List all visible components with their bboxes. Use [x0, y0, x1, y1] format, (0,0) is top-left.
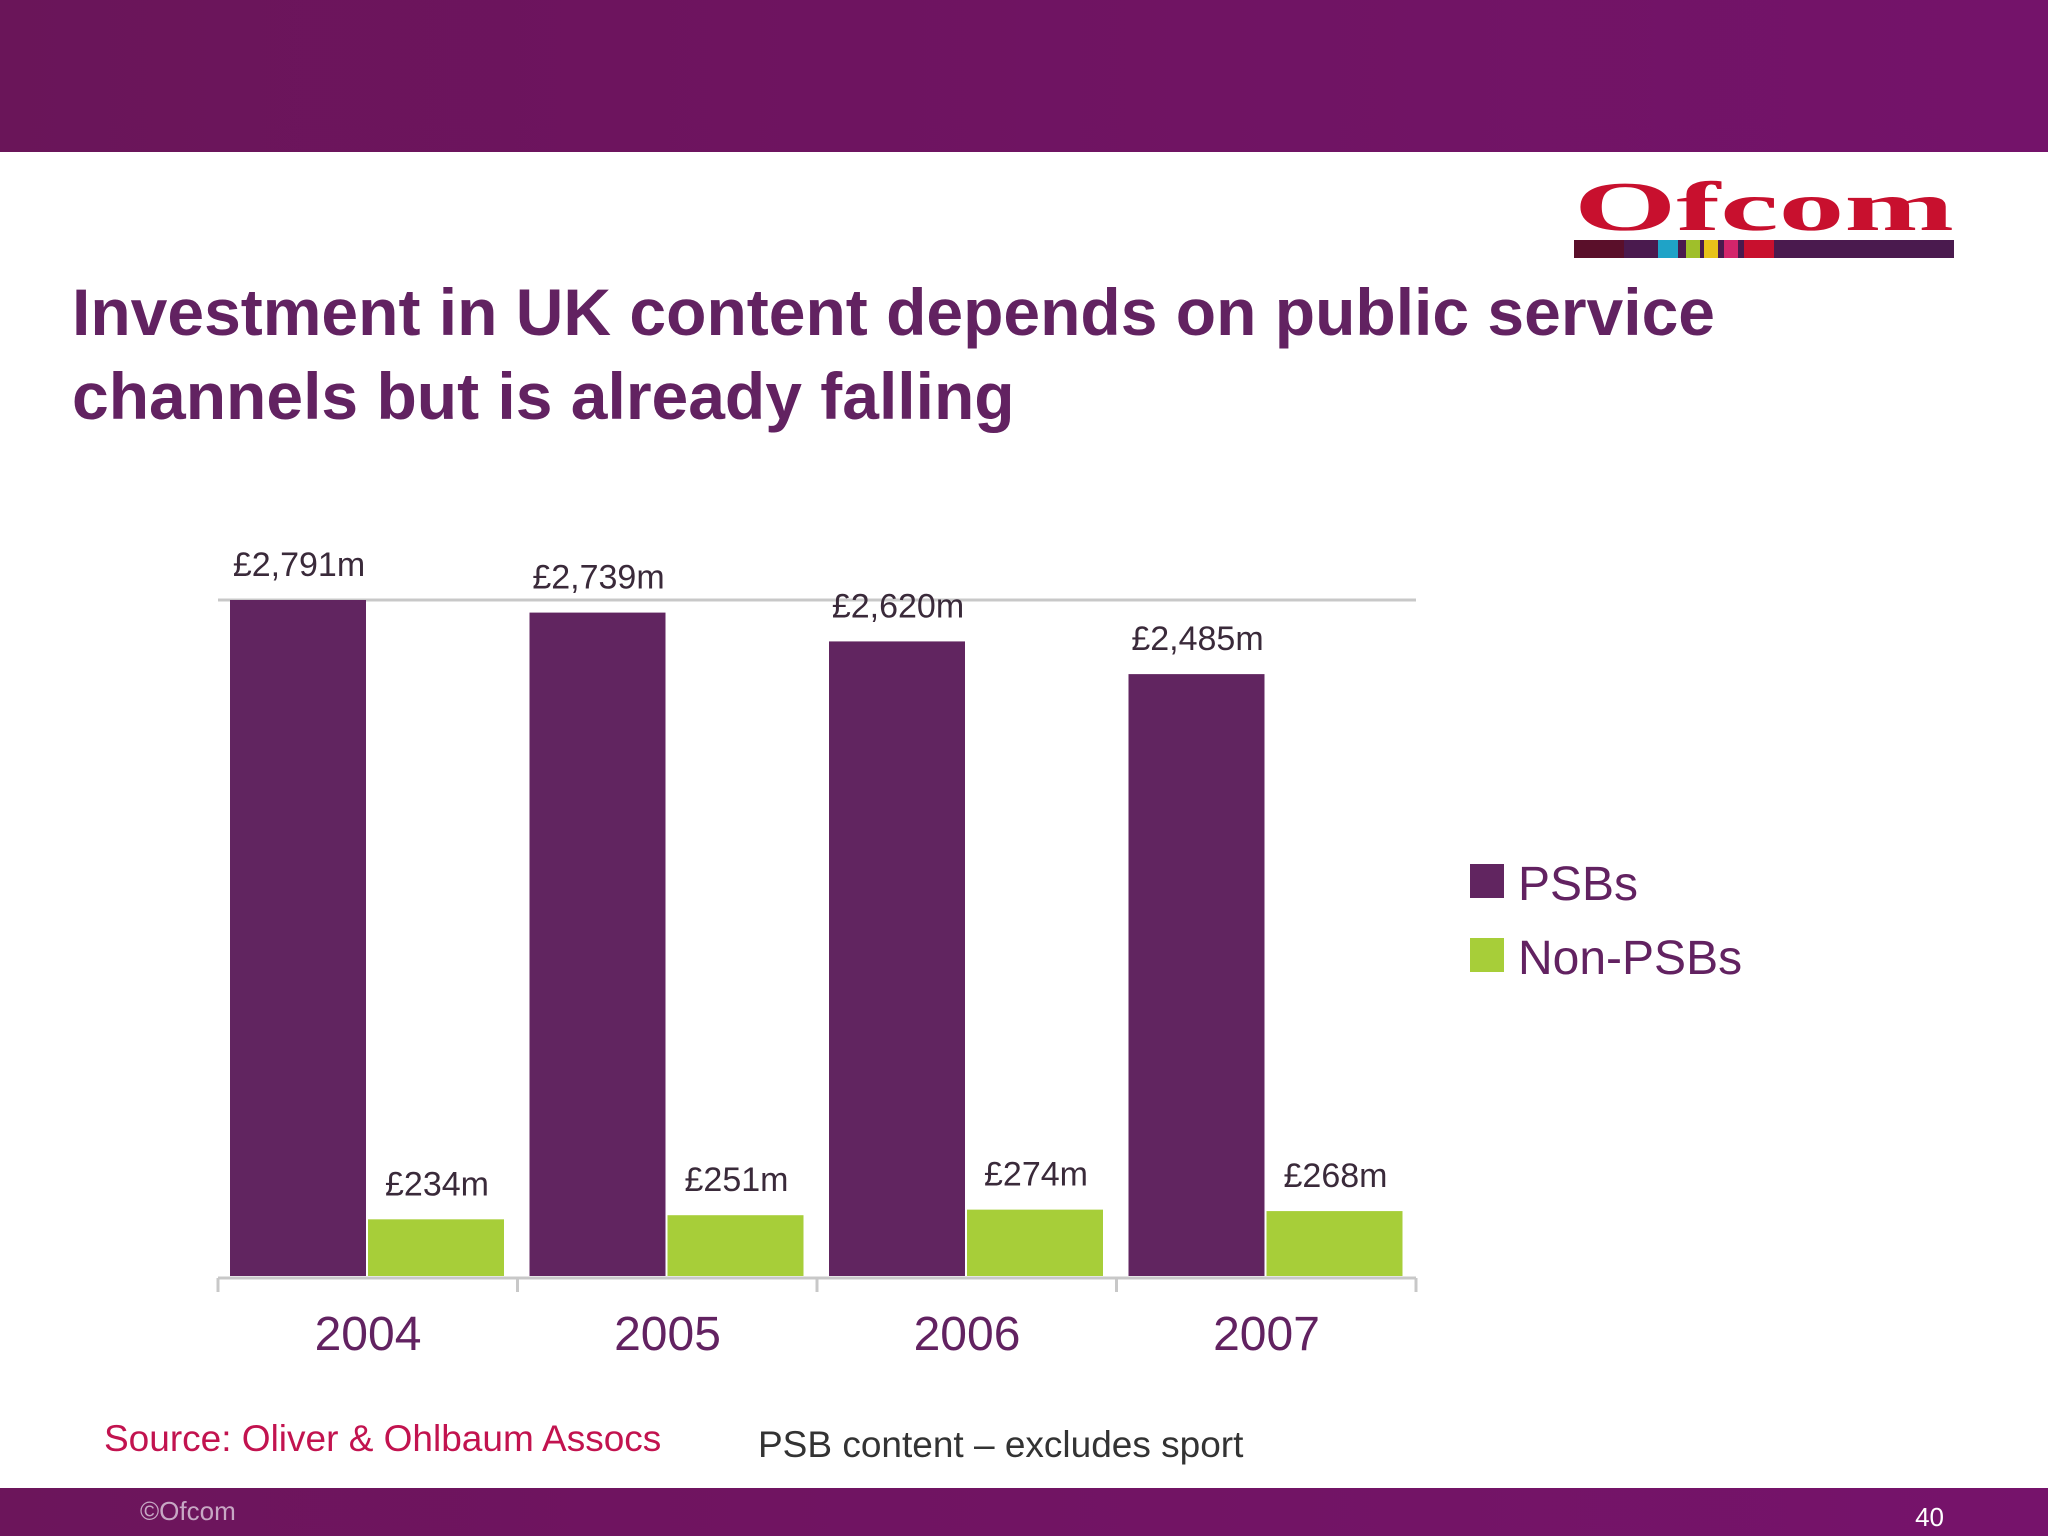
- bar-psbs-2004: [230, 600, 366, 1276]
- data-label: £234m: [385, 1165, 489, 1203]
- footnote: PSB content – excludes sport: [758, 1424, 1244, 1465]
- data-label: £2,791m: [233, 546, 365, 584]
- page-number: 40: [1915, 1502, 1944, 1532]
- legend-swatch: [1470, 938, 1504, 972]
- source-note: Source: Oliver & Ohlbaum Assocs: [104, 1418, 662, 1459]
- data-label: £2,620m: [832, 587, 964, 625]
- bar-psbs-2006: [829, 641, 965, 1276]
- bar-non-psbs-2004: [368, 1219, 504, 1276]
- data-label: £2,739m: [532, 559, 664, 597]
- x-tick-label: 2004: [315, 1308, 422, 1361]
- legend-swatch: [1470, 864, 1504, 898]
- slide-title: Investment in UK content depends on publ…: [72, 275, 1715, 433]
- x-tick-label: 2005: [614, 1308, 721, 1361]
- bar-chart: £2,791m £234m 2004 £2,739m £251m 2005 £2,620m £…: [216, 546, 1742, 1361]
- bar-psbs-2005: [529, 612, 666, 1276]
- ofcom-logo: Ofcom: [1574, 170, 1954, 258]
- legend-label: Non-PSBs: [1518, 932, 1742, 985]
- data-label: £274m: [984, 1156, 1088, 1194]
- x-tick-label: 2006: [914, 1308, 1021, 1361]
- data-label: £2,485m: [1131, 620, 1263, 658]
- svg-text:Ofcom: Ofcom: [1574, 170, 1954, 246]
- legend-label: PSBs: [1518, 858, 1638, 911]
- x-tick-label: 2007: [1213, 1308, 1320, 1361]
- header-band: [0, 0, 2048, 152]
- bar-non-psbs-2007: [1266, 1211, 1403, 1276]
- bar-non-psbs-2006: [967, 1209, 1103, 1276]
- footer-band: [0, 1488, 2048, 1536]
- data-label: £268m: [1284, 1157, 1388, 1195]
- bar-non-psbs-2005: [667, 1215, 804, 1276]
- copyright: ©Ofcom: [140, 1496, 236, 1526]
- data-label: £251m: [685, 1161, 789, 1199]
- bar-psbs-2007: [1128, 674, 1265, 1276]
